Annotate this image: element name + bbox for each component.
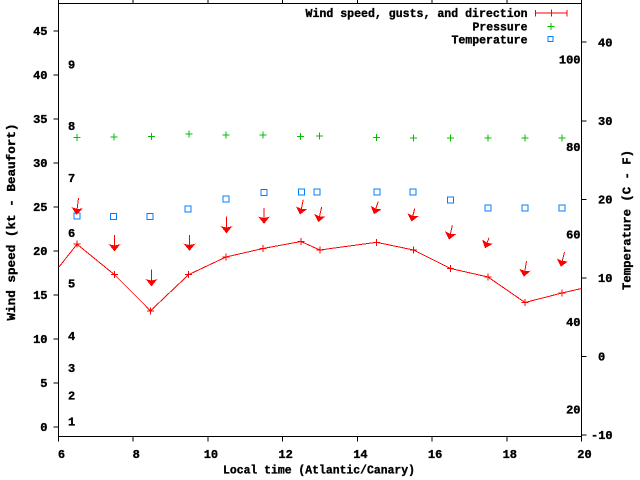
svg-text:10: 10 (33, 333, 47, 347)
svg-text:7: 7 (68, 172, 75, 186)
svg-text:20: 20 (566, 404, 580, 418)
svg-text:10: 10 (204, 448, 218, 462)
svg-text:25: 25 (33, 201, 47, 215)
svg-text:5: 5 (68, 278, 75, 292)
svg-text:45: 45 (33, 25, 47, 39)
svg-text:100: 100 (559, 54, 581, 68)
svg-text:Temperature (C - F): Temperature (C - F) (621, 150, 635, 290)
svg-text:30: 30 (33, 157, 47, 171)
svg-text:0: 0 (40, 421, 47, 435)
svg-text:20: 20 (577, 448, 591, 462)
svg-text:Wind speed, gusts, and directi: Wind speed, gusts, and direction (306, 7, 528, 21)
svg-text:Temperature: Temperature (452, 34, 528, 48)
svg-text:0: 0 (598, 351, 605, 365)
svg-text:8: 8 (133, 448, 140, 462)
svg-text:15: 15 (33, 289, 47, 303)
svg-text:10: 10 (598, 272, 612, 286)
svg-text:6: 6 (58, 448, 65, 462)
svg-text:35: 35 (33, 113, 47, 127)
svg-text:4: 4 (68, 330, 75, 344)
svg-text:Pressure: Pressure (473, 21, 528, 35)
svg-text:Local time (Atlantic/Canary): Local time (Atlantic/Canary) (223, 464, 415, 478)
svg-text:Wind speed (kt - Beaufort): Wind speed (kt - Beaufort) (5, 124, 19, 321)
svg-text:60: 60 (566, 229, 580, 243)
svg-text:80: 80 (566, 141, 580, 155)
svg-text:40: 40 (598, 37, 612, 51)
svg-text:20: 20 (598, 194, 612, 208)
svg-text:3: 3 (68, 362, 75, 376)
svg-text:1: 1 (68, 416, 75, 430)
svg-text:6: 6 (68, 227, 75, 241)
svg-text:9: 9 (68, 59, 75, 73)
svg-text:14: 14 (353, 448, 367, 462)
svg-text:16: 16 (428, 448, 442, 462)
svg-text:30: 30 (598, 115, 612, 129)
svg-text:40: 40 (566, 316, 580, 330)
svg-text:8: 8 (68, 120, 75, 134)
svg-text:40: 40 (33, 69, 47, 83)
svg-text:12: 12 (278, 448, 292, 462)
svg-text:20: 20 (33, 245, 47, 259)
svg-text:18: 18 (503, 448, 517, 462)
svg-text:2: 2 (68, 390, 75, 404)
svg-text:-10: -10 (591, 429, 613, 443)
svg-text:5: 5 (40, 377, 47, 391)
